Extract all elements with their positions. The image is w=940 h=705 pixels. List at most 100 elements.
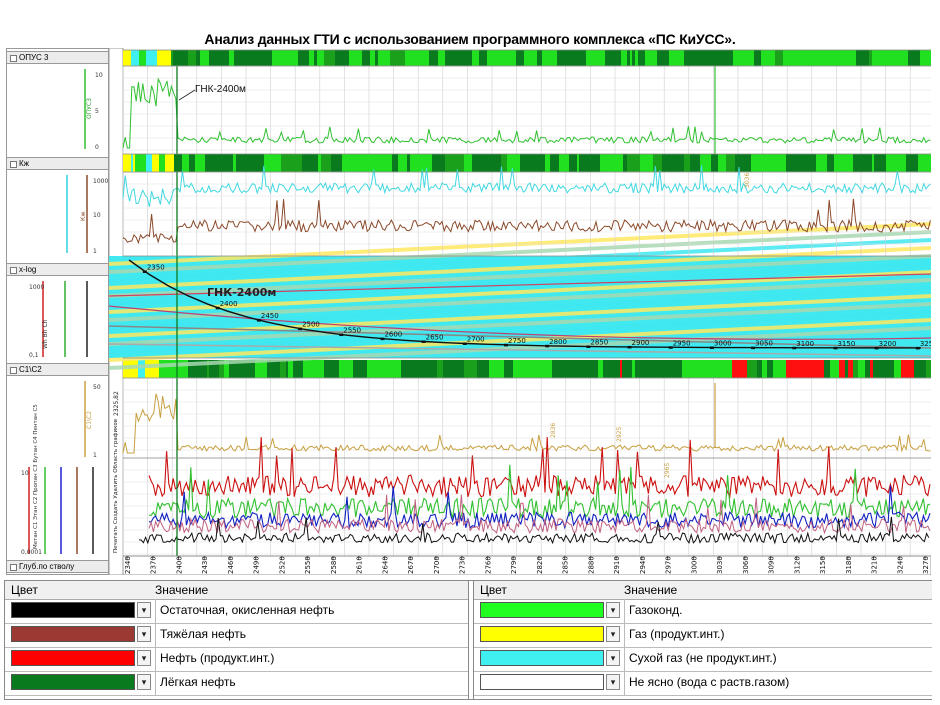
opus-axis-bottom: 0 xyxy=(95,144,99,151)
color-swatch[interactable] xyxy=(480,602,604,618)
kzh-color-strip-segment xyxy=(827,154,834,172)
c1c2-color-strip-segment xyxy=(894,360,901,378)
color-swatch[interactable] xyxy=(11,602,135,618)
color-swatch[interactable] xyxy=(11,674,135,690)
c1c2-color-strip-segment xyxy=(767,360,770,378)
track-header-opus[interactable]: ОПУС 3 xyxy=(7,51,108,64)
trajectory-marker xyxy=(380,337,385,341)
opus-color-strip-segment xyxy=(627,50,630,66)
c1c2-color-strip-segment xyxy=(858,360,865,378)
depth-tick-label: 2670 xyxy=(407,556,415,574)
depth-tick-label: 3150 xyxy=(819,556,827,574)
legend-header-left: Цвет Значение xyxy=(5,581,468,600)
color-dropdown-button[interactable]: ▾ xyxy=(137,602,151,618)
kzh-color-strip-segment xyxy=(896,154,898,172)
side-controls-label[interactable]: Печатать Создать Удалить Область графико… xyxy=(113,419,119,553)
color-dropdown-button[interactable]: ▾ xyxy=(606,602,620,618)
trajectory-depth-label: 2450 xyxy=(261,312,279,320)
kzh-color-strip-segment xyxy=(834,154,846,172)
c1c2-color-strip-segment xyxy=(582,360,589,378)
c1c2-color-strip-segment xyxy=(824,360,830,378)
kzh-color-strip-segment xyxy=(748,154,751,172)
c1c2-color-strip-segment xyxy=(303,360,308,378)
track-header-kzh[interactable]: Кж xyxy=(7,157,108,170)
color-dropdown-button[interactable]: ▾ xyxy=(137,674,151,690)
depth-tick-label: 2580 xyxy=(330,556,338,574)
opus-color-strip-segment xyxy=(723,50,733,66)
track-header-depth[interactable]: Глуб.по стволу xyxy=(7,560,108,573)
opus-color-strip-segment xyxy=(761,50,775,66)
color-dropdown-button[interactable]: ▾ xyxy=(137,626,151,642)
opus-color-strip-segment xyxy=(546,50,557,66)
kzh-color-strip-segment xyxy=(127,154,131,172)
kzh-color-strip-segment xyxy=(888,154,896,172)
color-swatch[interactable] xyxy=(11,626,135,642)
depth-tick-label: 2460 xyxy=(227,556,235,574)
legend-row: ▾ Газоконд. xyxy=(474,599,932,624)
color-swatch[interactable] xyxy=(480,650,604,666)
depth-tick-label: 3120 xyxy=(793,556,801,574)
kzh-color-strip-segment xyxy=(713,154,716,172)
track-header-scales: 10 5 0 ОПУС3 1000 10 1 Кж Wh Bh Ch 1000 … xyxy=(21,69,108,556)
depth-tick-label: 2550 xyxy=(304,556,312,574)
legend-col-color: Цвет xyxy=(11,583,38,597)
gas-pink-curve xyxy=(148,494,931,535)
legend-row: ▾ Газ (продукт.инт.) xyxy=(474,623,932,648)
kzh-color-strip-segment xyxy=(726,154,735,172)
xlog-stripe xyxy=(109,230,931,274)
kzh-color-strip-segment xyxy=(690,154,700,172)
c1c2-curve-label: C1\C2 xyxy=(86,411,93,429)
trajectory-depth-label: 2950 xyxy=(673,339,691,347)
opus-curve-label: ОПУС3 xyxy=(86,98,93,119)
c1c2-color-strip-segment xyxy=(313,360,324,378)
color-dropdown-button[interactable]: ▾ xyxy=(606,650,620,666)
kzh-color-strip-segment xyxy=(432,154,442,172)
kzh-axis-mid: 10 xyxy=(93,212,101,219)
c1c2-color-strip-segment xyxy=(324,360,339,378)
opus-color-strip-segment xyxy=(252,50,258,66)
color-swatch[interactable] xyxy=(480,626,604,642)
kzh-color-strip-segment xyxy=(356,154,369,172)
kzh-color-strip-segment xyxy=(779,154,786,172)
trajectory-depth-label: 2750 xyxy=(508,337,526,345)
color-swatch[interactable] xyxy=(11,650,135,666)
kzh-color-strip-segment xyxy=(906,154,918,172)
trajectory-depth-label: 3050 xyxy=(755,340,773,348)
trajectory-depth-label: 2400 xyxy=(220,300,238,308)
opus-color-strip-segment xyxy=(607,50,615,66)
kzh-color-strip-segment xyxy=(507,154,520,172)
c1c2-color-strip-segment xyxy=(693,360,704,378)
kzh-color-strip-segment xyxy=(786,154,794,172)
trajectory-marker xyxy=(503,343,508,347)
opus-color-strip-segment xyxy=(632,50,635,66)
track-header-c1c2[interactable]: C1\C2 xyxy=(7,363,108,376)
trajectory-depth-label: 2600 xyxy=(384,331,402,339)
xlog-stripe xyxy=(109,318,931,362)
opus-color-strip-segment xyxy=(258,50,272,66)
curve-mark-label: 2925 xyxy=(616,427,623,442)
depth-tick-label: 2970 xyxy=(665,556,673,574)
c1c2-color-strip-segment xyxy=(880,360,890,378)
color-dropdown-button[interactable]: ▾ xyxy=(606,626,620,642)
color-legend: Цвет Значение ▾ Остаточная, окисленная не… xyxy=(4,580,932,700)
color-dropdown-button[interactable]: ▾ xyxy=(137,650,151,666)
opus-color-strip-segment xyxy=(136,50,139,66)
kzh-color-strip-segment xyxy=(219,154,226,172)
kzh-color-strip-segment xyxy=(898,154,906,172)
opus-color-strip-segment xyxy=(621,50,627,66)
opus-color-strip-segment xyxy=(229,50,234,66)
log-plot-area[interactable]: 2350 2400 2450 2500 2550 2600 2650 2700 2750 2800… xyxy=(109,48,931,575)
color-swatch[interactable] xyxy=(480,674,604,690)
xlog-stripe xyxy=(109,262,931,306)
trajectory-marker xyxy=(627,345,632,349)
opus-color-strip-segment xyxy=(429,50,431,66)
trajectory-marker xyxy=(709,346,714,349)
c1c2-color-strip-segment xyxy=(159,360,172,378)
color-dropdown-button[interactable]: ▾ xyxy=(606,674,620,690)
opus-color-strip-segment xyxy=(405,50,419,66)
track-header-xlog[interactable]: x-log xyxy=(7,263,108,276)
opus-color-strip-segment xyxy=(927,50,931,66)
trajectory-depth-label: 3000 xyxy=(714,339,732,347)
trajectory-depth-label: 3200 xyxy=(879,340,897,348)
kzh-color-strip-segment xyxy=(249,154,258,172)
